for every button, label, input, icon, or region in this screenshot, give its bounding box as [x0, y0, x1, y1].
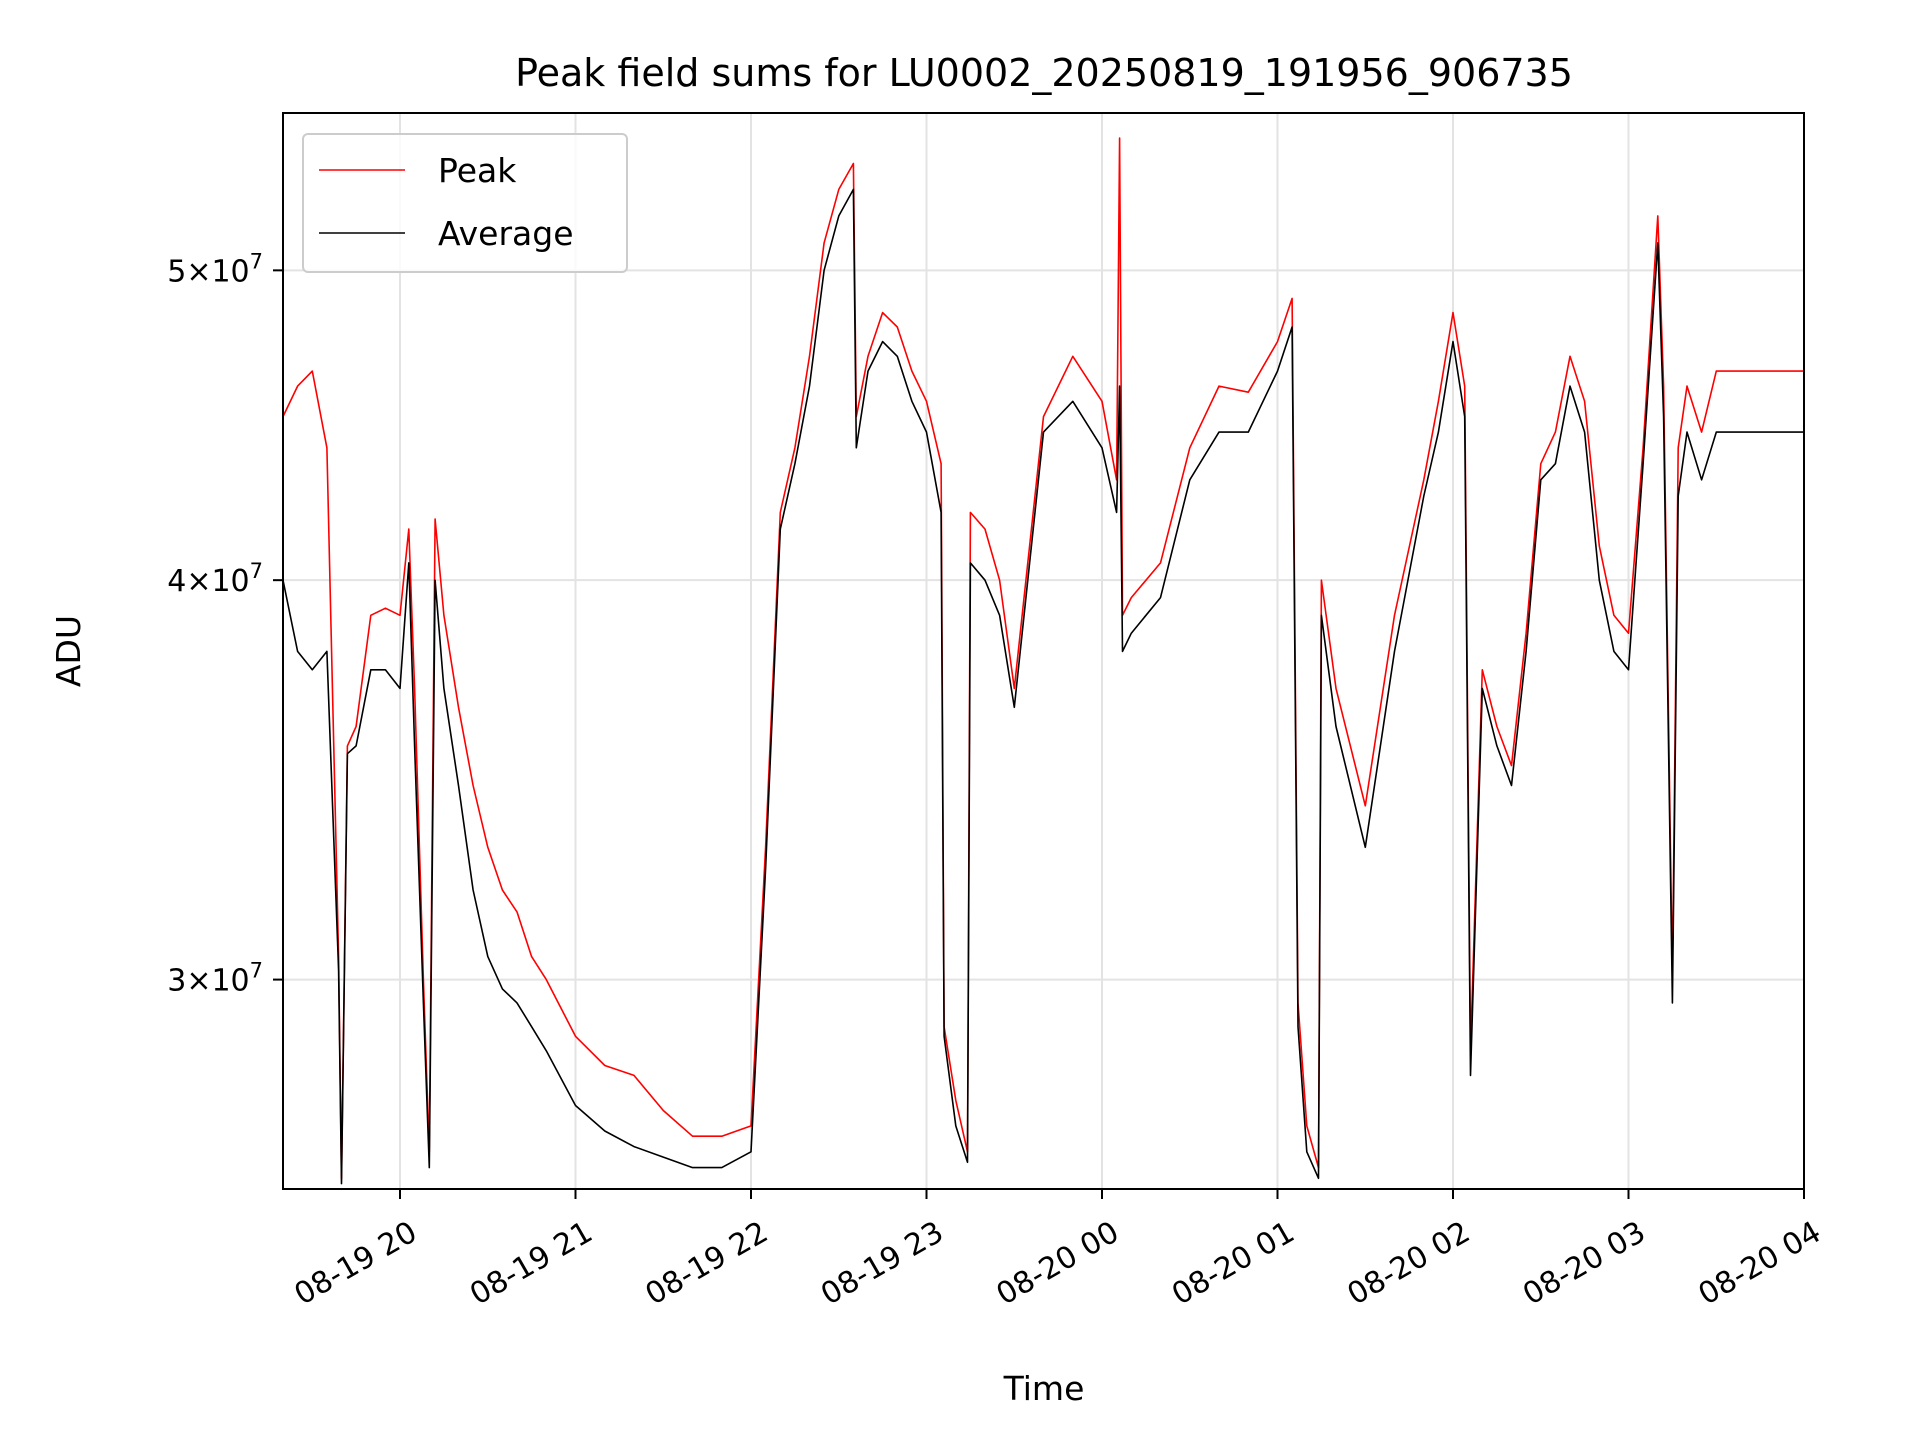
x-axis-label: Time [1003, 1369, 1085, 1408]
plot-frame [282, 112, 1805, 1190]
legend-box [302, 133, 628, 273]
y-tick-exponent: 7 [250, 249, 263, 273]
y-tick-label: 4×107 [167, 559, 263, 599]
series-line-average [283, 188, 1804, 1185]
y-tick-exponent: 7 [250, 559, 263, 583]
y-tick-mantissa: 3 [167, 964, 186, 999]
legend: Peak Average [302, 133, 628, 273]
legend-label-peak: Peak [438, 151, 517, 190]
y-tick-mantissa: 4 [167, 564, 186, 599]
series-layer [283, 137, 1804, 1185]
chart-title: Peak field sums for LU0002_20250819_1919… [515, 51, 1573, 95]
y-tick-mantissa: 5 [167, 254, 186, 289]
y-axis-label: ADU [49, 615, 88, 687]
y-tick-exponent: 7 [250, 959, 263, 983]
y-axis: 3×107 4×107 5×107 [167, 249, 283, 999]
series-line-peak [283, 137, 1804, 1180]
y-tick-label: 3×107 [167, 959, 263, 999]
y-tick-label: 5×107 [167, 249, 263, 289]
legend-label-average: Average [438, 214, 574, 253]
